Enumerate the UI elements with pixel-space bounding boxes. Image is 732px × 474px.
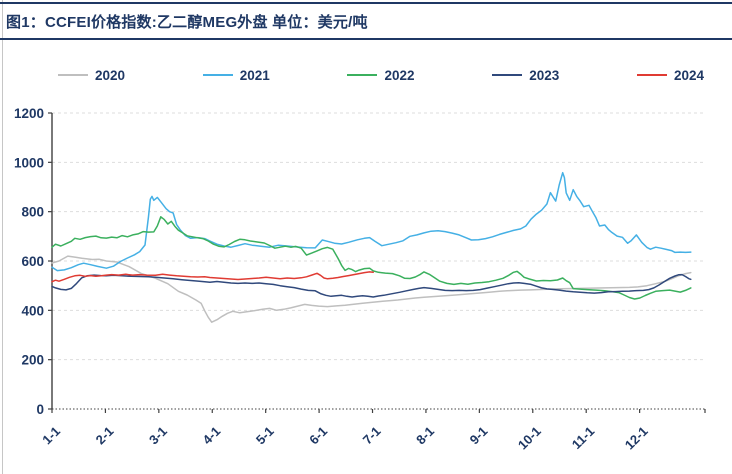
y-tick-label: 400: [21, 303, 44, 318]
series-line-2022: [51, 216, 692, 300]
y-tick-label: 1000: [14, 155, 44, 170]
x-tick-label: 6-1: [306, 424, 330, 448]
legend-item-2023: 2023: [492, 68, 559, 83]
series-line-2024: [51, 271, 374, 283]
legend-swatch: [636, 74, 667, 76]
x-tick-label: 3-1: [146, 424, 170, 448]
x-tick-label: 7-1: [360, 424, 384, 448]
series-line-2020: [51, 255, 692, 323]
legend-label: 2020: [95, 67, 126, 83]
x-tick-label: 10-1: [515, 424, 544, 453]
legend-item-2021: 2021: [202, 67, 270, 83]
x-tick-label: 4-1: [199, 424, 223, 448]
legend-swatch: [347, 74, 378, 76]
x-tick-label: 12-1: [622, 424, 651, 453]
legend-label: 2022: [384, 67, 415, 83]
series-line-2021: [51, 171, 692, 272]
legend-label: 2023: [529, 67, 560, 83]
y-tick-label: 600: [21, 254, 44, 269]
x-tick-label: 8-1: [413, 424, 437, 448]
x-tick-label: 2-1: [93, 424, 117, 448]
x-tick-label: 1-1: [39, 424, 63, 448]
y-tick-label: 1200: [14, 106, 44, 121]
legend-swatch: [492, 74, 523, 76]
series-line-2023: [51, 273, 692, 298]
chart-title: 图1：CCFEI价格指数:乙二醇MEG外盘 单位：美元/吨: [0, 2, 732, 40]
legend-item-2022: 2022: [347, 67, 415, 83]
legend-label: 2024: [673, 67, 704, 83]
y-tick-label: 0: [36, 402, 44, 417]
x-tick-label: 9-1: [467, 424, 491, 448]
y-tick-label: 800: [21, 205, 44, 220]
chart-area: 0 200 400 600 800 1000 1200 1-1 2-1 3-1 4-1 5-1 6-1 7…: [0, 84, 732, 474]
legend-swatch: [202, 74, 233, 76]
x-tick-label: 11-1: [569, 424, 598, 453]
left-border-line: [2, 0, 3, 474]
y-tick-label: 200: [21, 353, 44, 368]
legend-swatch: [58, 74, 88, 76]
legend-item-2024: 2024: [636, 67, 704, 83]
meg-price-chart: 0 200 400 600 800 1000 1200 1-1 2-1 3-1 4-1 5-1 6-1 7…: [14, 106, 706, 453]
legend-label: 2021: [239, 67, 270, 83]
x-tick-label: 5-1: [253, 424, 277, 448]
chart-legend: 2020 2021 2022 2023 2024: [58, 63, 704, 87]
legend-item-2020: 2020: [58, 68, 125, 83]
